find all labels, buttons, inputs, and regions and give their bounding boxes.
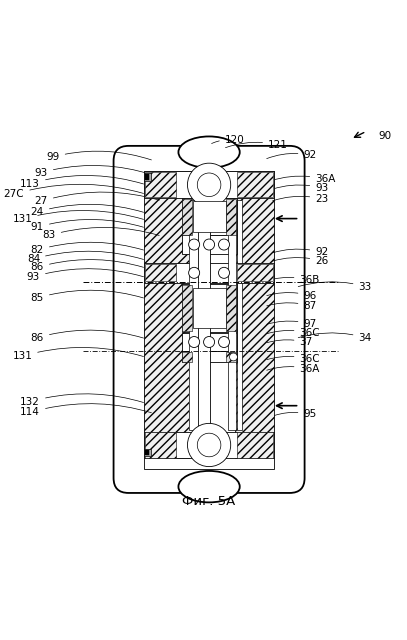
Circle shape xyxy=(188,239,200,250)
Bar xyxy=(144,431,274,458)
Text: 93: 93 xyxy=(35,166,151,178)
Text: 97: 97 xyxy=(267,319,317,329)
Text: 87: 87 xyxy=(267,301,317,311)
Bar xyxy=(145,450,149,455)
Text: 83: 83 xyxy=(43,227,159,241)
Text: 33: 33 xyxy=(298,282,372,292)
Text: 90: 90 xyxy=(378,131,391,141)
Text: 23: 23 xyxy=(273,194,328,204)
Bar xyxy=(144,183,189,458)
Bar xyxy=(145,172,177,197)
Bar xyxy=(228,200,236,430)
Text: 36C: 36C xyxy=(267,328,320,339)
Text: 36A: 36A xyxy=(267,364,320,374)
Bar xyxy=(236,264,273,282)
Text: 27: 27 xyxy=(35,192,159,206)
Bar xyxy=(182,198,236,236)
Text: 91: 91 xyxy=(31,220,144,232)
Bar xyxy=(144,173,151,181)
Bar xyxy=(145,264,177,282)
Bar xyxy=(145,433,177,458)
Circle shape xyxy=(219,337,230,348)
Text: 24: 24 xyxy=(31,204,144,217)
Text: 95: 95 xyxy=(275,410,317,419)
Bar xyxy=(193,288,225,328)
Bar xyxy=(144,449,151,456)
Circle shape xyxy=(219,239,230,250)
Text: 26: 26 xyxy=(273,256,328,266)
Bar xyxy=(182,333,236,351)
Circle shape xyxy=(197,433,221,457)
Bar xyxy=(182,351,236,362)
Bar xyxy=(182,352,192,362)
Bar xyxy=(226,199,236,235)
Text: 86: 86 xyxy=(31,330,144,342)
Text: 84: 84 xyxy=(27,251,144,264)
Ellipse shape xyxy=(178,136,240,168)
Bar xyxy=(226,285,236,331)
Bar xyxy=(182,235,236,254)
Circle shape xyxy=(230,353,237,361)
Text: 113: 113 xyxy=(20,175,144,189)
Circle shape xyxy=(197,173,221,196)
Text: 98: 98 xyxy=(223,442,258,452)
Bar xyxy=(198,192,210,444)
Circle shape xyxy=(188,163,231,207)
Bar xyxy=(236,172,273,197)
Text: 131: 131 xyxy=(12,348,144,361)
Ellipse shape xyxy=(178,471,240,502)
Text: 92: 92 xyxy=(267,150,317,160)
Circle shape xyxy=(219,268,230,278)
Bar xyxy=(236,200,243,430)
Text: 114: 114 xyxy=(20,404,151,417)
Text: 96: 96 xyxy=(267,291,317,301)
Text: 121: 121 xyxy=(225,140,288,150)
Bar xyxy=(189,200,199,430)
Bar xyxy=(226,352,236,362)
Bar xyxy=(182,285,192,331)
Text: 36B: 36B xyxy=(267,275,320,285)
Text: 36A: 36A xyxy=(271,174,336,184)
Text: 93: 93 xyxy=(27,269,144,282)
Text: Фиг. 5А: Фиг. 5А xyxy=(182,495,236,508)
Circle shape xyxy=(188,337,200,348)
Text: 85: 85 xyxy=(31,290,144,303)
Text: 132: 132 xyxy=(20,394,144,407)
Text: 92: 92 xyxy=(273,248,328,257)
Text: 99: 99 xyxy=(46,151,151,162)
Bar xyxy=(189,183,234,458)
Text: 36C: 36C xyxy=(267,355,320,364)
Circle shape xyxy=(188,424,231,467)
Text: 120: 120 xyxy=(212,135,245,145)
Bar xyxy=(193,202,225,232)
Text: 34: 34 xyxy=(298,333,372,342)
Circle shape xyxy=(204,337,214,348)
Text: 93: 93 xyxy=(273,183,328,193)
Circle shape xyxy=(204,239,214,250)
Circle shape xyxy=(188,268,200,278)
Bar xyxy=(182,199,192,235)
Bar xyxy=(236,433,273,458)
Bar xyxy=(144,263,274,283)
Text: 86: 86 xyxy=(31,260,144,273)
Bar xyxy=(145,174,149,180)
Bar xyxy=(144,172,274,469)
Text: 82: 82 xyxy=(31,243,144,255)
Bar xyxy=(234,183,274,458)
Bar xyxy=(144,172,274,198)
Text: 131: 131 xyxy=(12,211,144,225)
Bar xyxy=(182,284,236,332)
FancyBboxPatch shape xyxy=(114,146,304,493)
Text: 37: 37 xyxy=(267,337,313,348)
Text: 27C: 27C xyxy=(4,184,144,199)
